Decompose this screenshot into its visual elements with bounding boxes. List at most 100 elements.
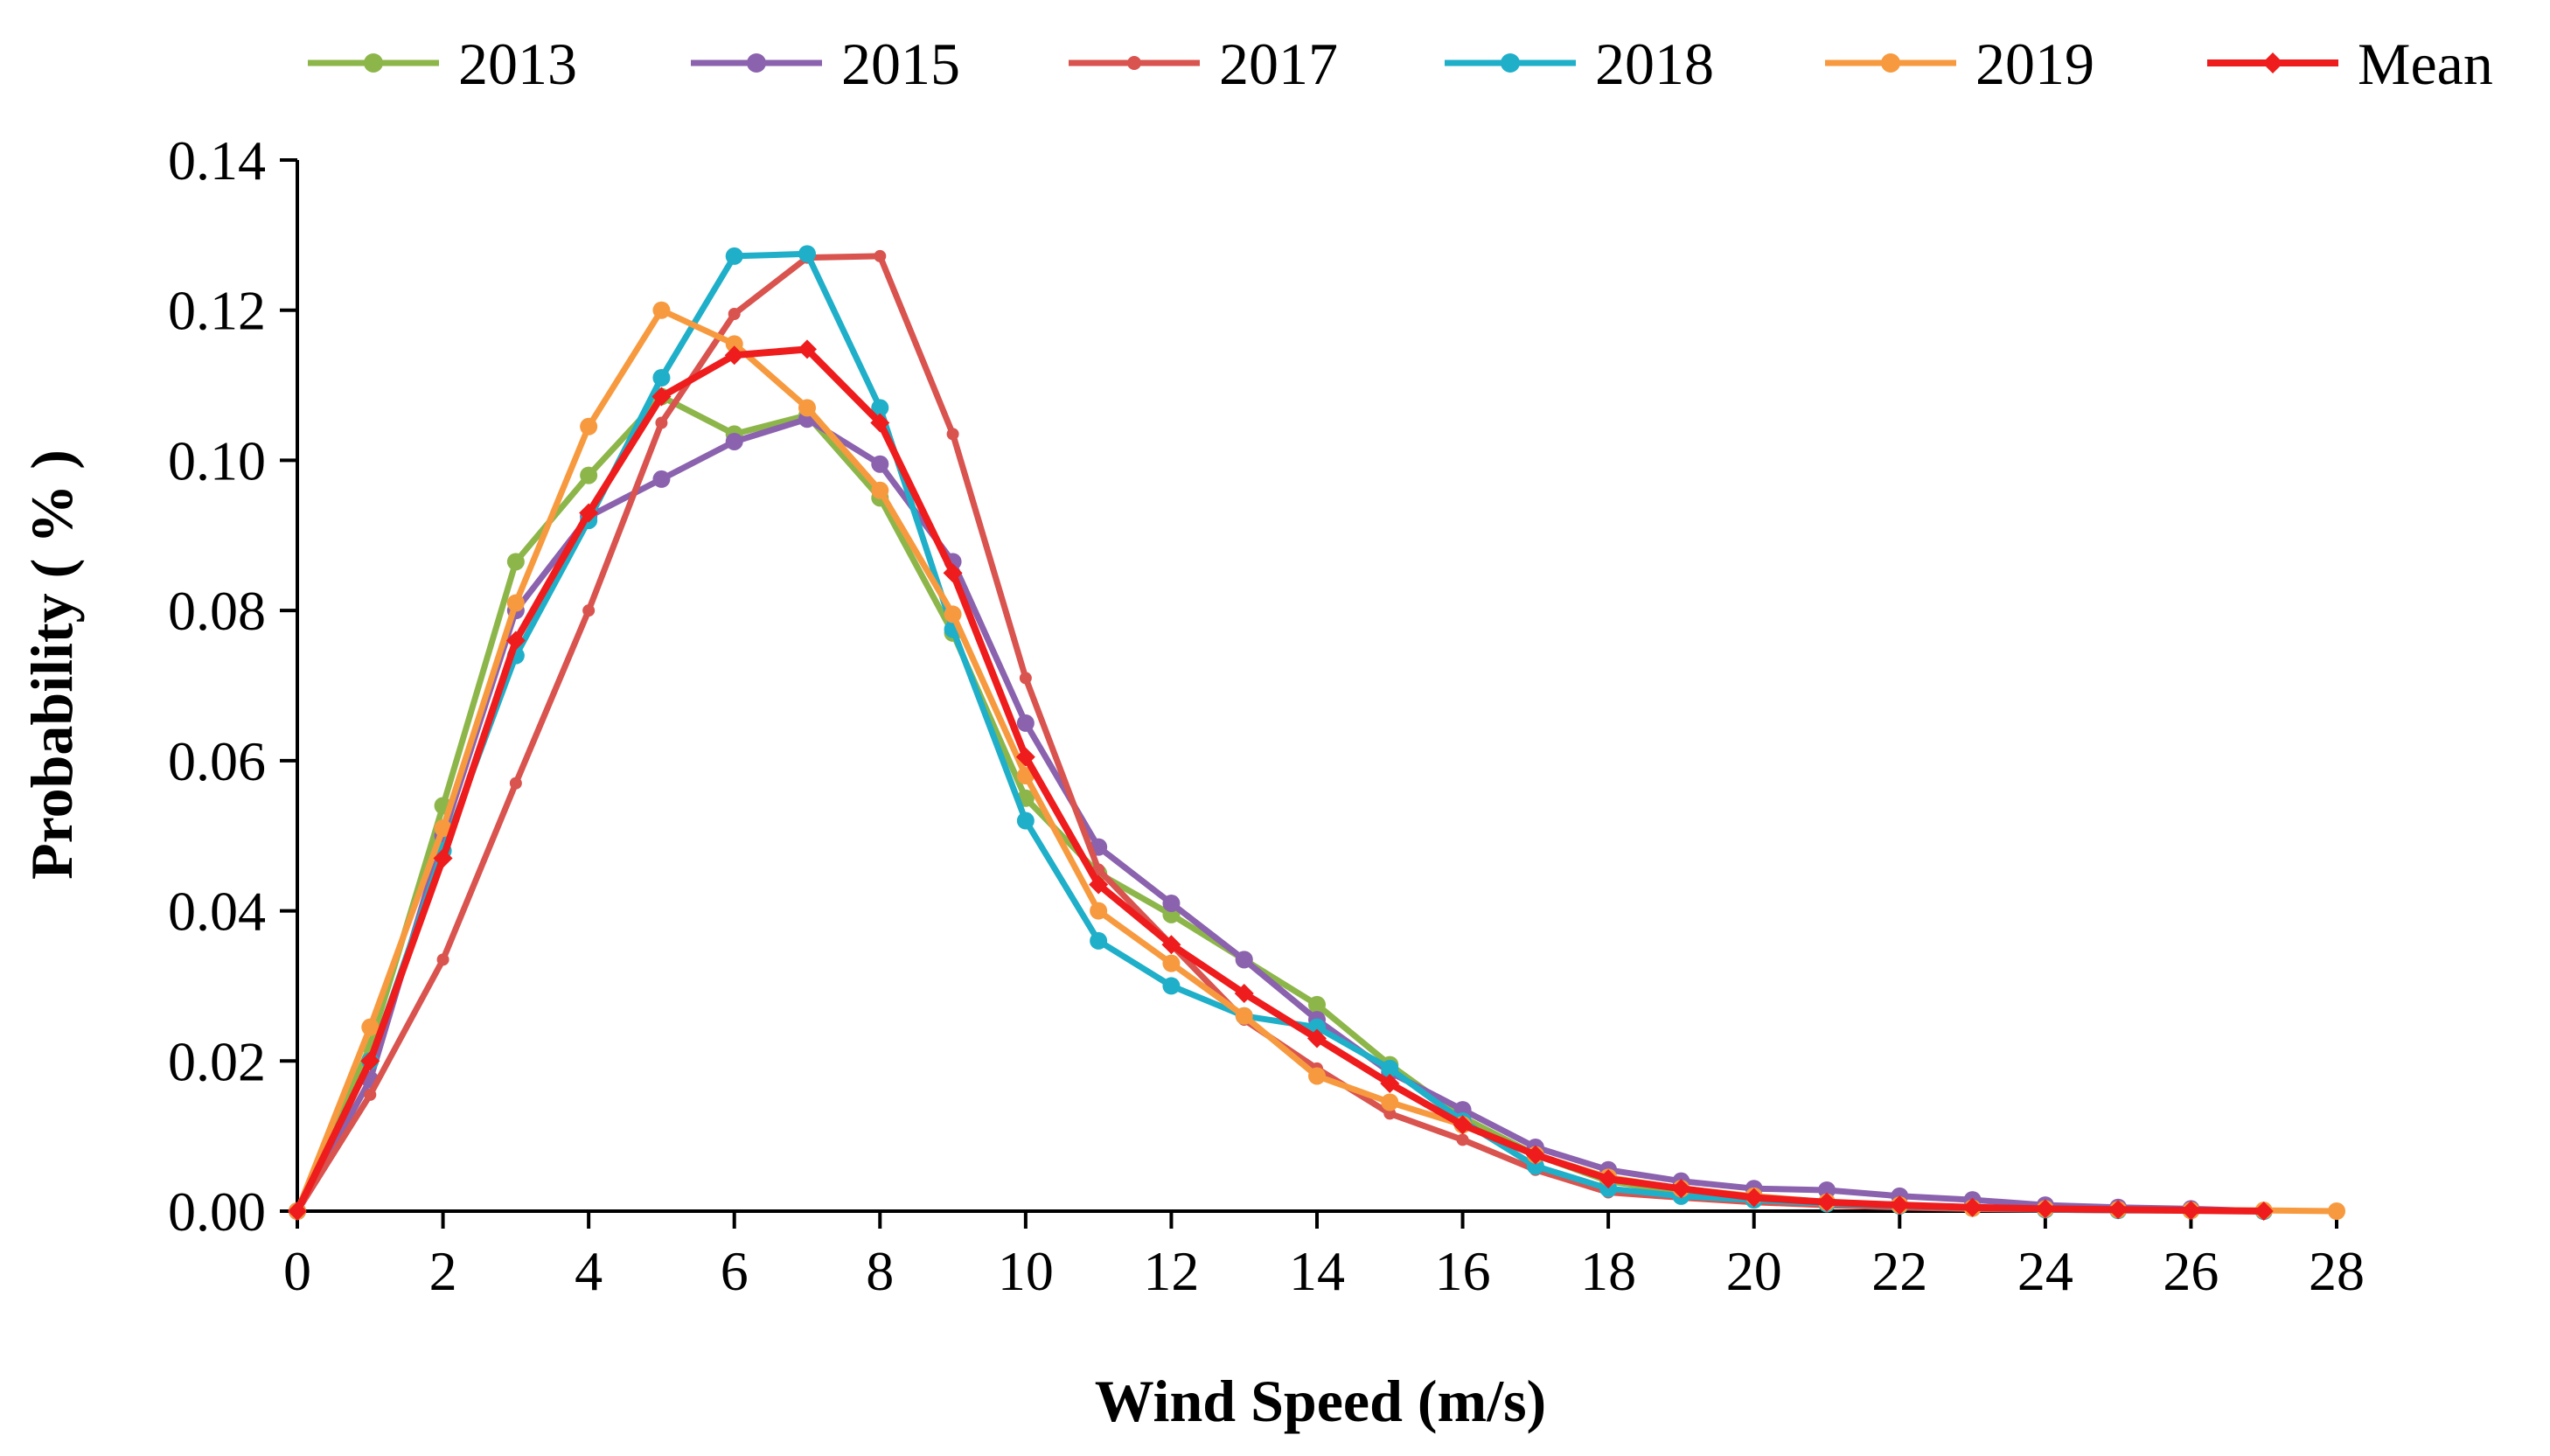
data-point <box>1308 1018 1326 1036</box>
data-point <box>725 247 743 265</box>
data-point <box>871 481 889 499</box>
data-point <box>1307 1028 1327 1048</box>
data-point <box>943 563 963 583</box>
x-tick-label: 14 <box>1289 1240 1345 1302</box>
data-point <box>652 470 671 488</box>
data-point <box>1235 1007 1253 1025</box>
series-line-2017 <box>294 253 2268 1215</box>
y-tick-label: 0.12 <box>168 280 266 342</box>
data-point <box>652 301 671 319</box>
legend-marker <box>2262 52 2283 73</box>
data-point <box>725 432 743 450</box>
data-point <box>1234 984 1254 1004</box>
data-point <box>1817 1192 1836 1212</box>
x-tick-label: 12 <box>1143 1240 1199 1302</box>
x-tick-label: 24 <box>2017 1240 2073 1302</box>
data-point <box>870 413 890 433</box>
data-point <box>360 1051 380 1071</box>
data-point <box>871 455 889 473</box>
x-tick-label: 2 <box>429 1240 457 1302</box>
y-tick-label: 0.04 <box>168 881 266 943</box>
data-point <box>506 594 525 612</box>
legend-item-2015: 2015 <box>691 31 960 97</box>
data-point <box>1019 672 1032 685</box>
legend-marker <box>1127 56 1141 70</box>
series-2019 <box>289 301 2345 1220</box>
data-point <box>582 604 596 617</box>
data-point <box>798 399 816 417</box>
data-point <box>871 399 889 417</box>
data-point <box>1162 977 1181 995</box>
data-point <box>1744 1188 1764 1208</box>
x-tick-label: 28 <box>2309 1240 2365 1302</box>
series-2017 <box>291 249 2270 1217</box>
x-tick-label: 22 <box>1871 1240 1927 1302</box>
data-point <box>1383 1107 1397 1120</box>
data-point <box>2181 1201 2201 1221</box>
data-point <box>1161 935 1181 955</box>
data-point <box>1015 747 1035 767</box>
data-point <box>1456 1133 1469 1146</box>
series-mean <box>288 339 2274 1221</box>
y-tick-label: 0.06 <box>168 730 266 792</box>
data-point <box>288 1202 307 1221</box>
x-tick-label: 26 <box>2163 1240 2219 1302</box>
data-point <box>1162 894 1181 912</box>
data-point <box>1089 874 1109 895</box>
data-point <box>1671 1179 1691 1199</box>
legend-label: 2017 <box>1219 31 1338 97</box>
legend-item-2013: 2013 <box>308 31 577 97</box>
data-point <box>652 368 671 387</box>
data-point <box>1599 1169 1619 1189</box>
data-point <box>874 249 887 262</box>
data-point <box>509 777 522 790</box>
x-tick-label: 0 <box>283 1240 311 1302</box>
data-point <box>1381 1059 1399 1077</box>
data-point <box>580 417 598 435</box>
x-tick-label: 20 <box>1726 1240 1782 1302</box>
tick-labels: 0.000.020.040.060.080.100.120.140 2 4 6 8 10 1… <box>168 129 2365 1302</box>
data-point <box>1890 1195 1910 1216</box>
legend: 2013 2015 2017 2018 2019 Mean <box>308 31 2493 97</box>
legend-label: 2018 <box>1595 31 1714 97</box>
data-point <box>2035 1199 2055 1219</box>
data-point <box>1016 714 1035 732</box>
data-point <box>1962 1197 1982 1217</box>
series-line-2018 <box>294 250 2268 1215</box>
data-point <box>725 335 743 353</box>
legend-marker <box>1881 53 1900 73</box>
data-point <box>651 387 672 407</box>
data-point <box>580 466 598 484</box>
x-tick-label: 8 <box>866 1240 894 1302</box>
legend-label: Mean <box>2358 31 2493 97</box>
x-tick-label: 18 <box>1580 1240 1636 1302</box>
legend-item-mean: Mean <box>2207 31 2493 97</box>
legend-label: 2015 <box>841 31 960 97</box>
data-point <box>724 345 744 366</box>
legend-marker <box>364 53 383 73</box>
data-point <box>1525 1145 1545 1165</box>
series-line-mean <box>294 345 2268 1215</box>
data-point <box>1380 1074 1400 1094</box>
data-point <box>1235 951 1253 969</box>
legend-item-2018: 2018 <box>1445 31 1714 97</box>
data-point <box>1308 1067 1326 1085</box>
series-layer <box>288 245 2345 1221</box>
legend-marker <box>747 53 766 73</box>
data-point <box>1453 1115 1473 1135</box>
x-tick-label: 16 <box>1435 1240 1491 1302</box>
y-tick-label: 0.00 <box>168 1181 266 1243</box>
data-point <box>2108 1200 2128 1220</box>
x-axis-title: Wind Speed (m/s) <box>1095 1368 1546 1434</box>
x-tick-label: 4 <box>575 1240 603 1302</box>
data-point <box>798 339 817 359</box>
series-2015 <box>289 410 2273 1220</box>
data-point <box>436 953 449 966</box>
y-tick-label: 0.08 <box>168 580 266 642</box>
y-tick-label: 0.10 <box>168 429 266 491</box>
data-point <box>1090 902 1108 920</box>
data-point <box>655 416 668 429</box>
data-point <box>361 1018 380 1036</box>
data-point <box>944 605 962 624</box>
data-point <box>946 428 959 441</box>
